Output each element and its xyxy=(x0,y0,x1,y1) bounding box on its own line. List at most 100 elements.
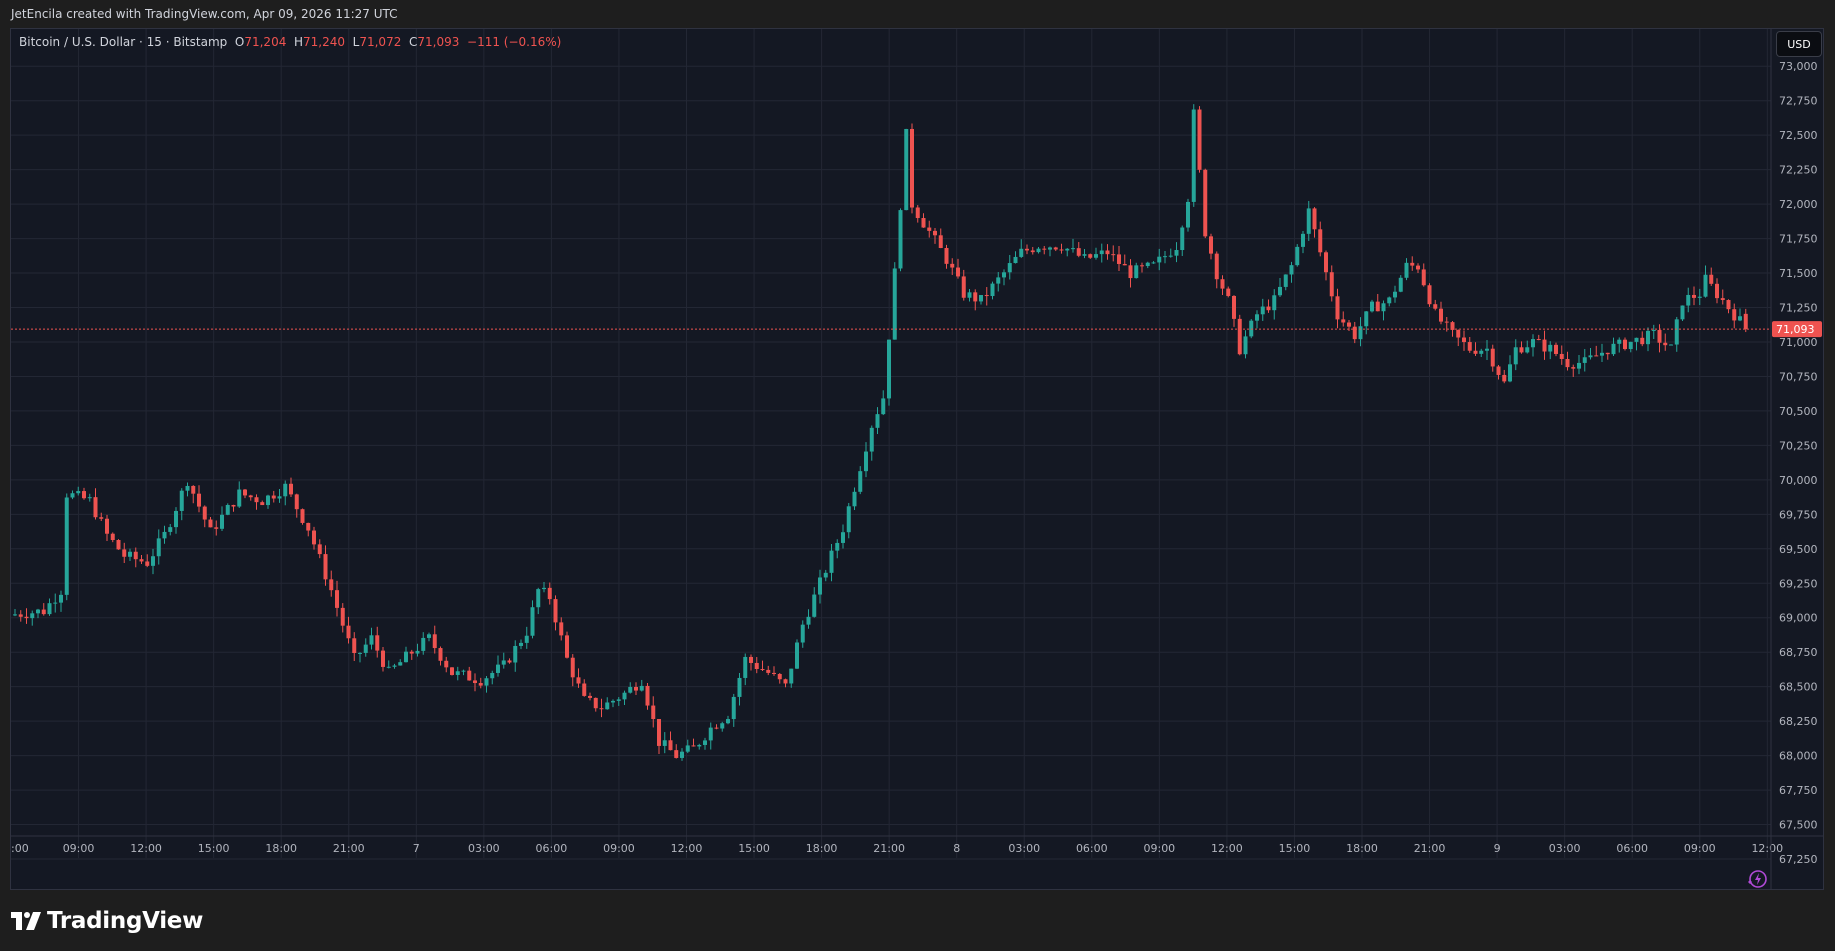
candle-body xyxy=(956,267,960,277)
candle-body xyxy=(1007,263,1012,273)
candle-body xyxy=(231,504,236,507)
candle-body xyxy=(1352,326,1357,340)
candle-body xyxy=(1393,291,1397,298)
candle-body xyxy=(36,609,40,614)
candle-body xyxy=(990,283,995,297)
candle-body xyxy=(944,248,949,264)
y-axis-tick-label: 70,750 xyxy=(1779,370,1818,383)
candle-body xyxy=(1577,362,1581,369)
candle-body xyxy=(1456,329,1461,338)
candle-body xyxy=(1163,256,1167,258)
candle-body xyxy=(703,740,707,745)
candle-body xyxy=(358,652,362,654)
x-axis-tick-label: 09:00 xyxy=(63,842,95,855)
y-axis-tick-label: 69,500 xyxy=(1779,543,1818,556)
candles xyxy=(13,104,1748,761)
candle-body xyxy=(340,607,345,626)
high-value: 71,240 xyxy=(303,35,346,49)
candle-body xyxy=(260,502,265,506)
candle-body xyxy=(1726,300,1731,310)
candle-body xyxy=(789,668,794,684)
candle-body xyxy=(82,491,86,499)
candle-body xyxy=(444,660,449,668)
candle-body xyxy=(616,699,621,701)
candle-body xyxy=(835,542,840,551)
candle-body xyxy=(536,589,541,608)
candle-body xyxy=(915,207,920,219)
x-axis-tick-label: 06:00 xyxy=(536,842,568,855)
candle-body xyxy=(818,577,822,595)
chart-area[interactable]: 67,250 67,500 67,750 68,000 68,250 68,500 68,7… xyxy=(10,28,1824,890)
candle-body xyxy=(312,530,316,545)
candle-body xyxy=(645,685,650,706)
candle-body xyxy=(714,727,719,729)
candle-body xyxy=(346,625,351,639)
close-value: 71,093 xyxy=(417,35,460,49)
brand-name: TradingView xyxy=(47,908,204,934)
x-axis-tick-label: 12:00 xyxy=(671,842,703,855)
currency-button[interactable]: USD xyxy=(1776,31,1822,57)
candle-body xyxy=(749,656,753,663)
candle-body xyxy=(777,673,782,680)
x-axis-tick-label: 21:00 xyxy=(873,842,905,855)
candle-body xyxy=(1536,339,1541,341)
candle-body xyxy=(329,579,334,591)
candle-body xyxy=(846,506,851,533)
tradingview-logo[interactable]: TradingView xyxy=(11,904,203,938)
x-axis-tick-label: 21:00 xyxy=(1414,842,1446,855)
candle-body xyxy=(599,708,604,710)
candle-body xyxy=(639,685,644,691)
candle-body xyxy=(1450,322,1455,330)
candle-body xyxy=(404,651,408,663)
candle-body xyxy=(484,678,489,686)
candle-body xyxy=(1140,265,1144,267)
candlestick-chart[interactable]: 67,250 67,500 67,750 68,000 68,250 68,500 68,7… xyxy=(11,29,1823,889)
y-axis-tick-label: 71,000 xyxy=(1779,336,1818,349)
candle-body xyxy=(105,518,109,534)
candle-body xyxy=(1444,321,1449,323)
candle-body xyxy=(841,532,845,543)
candle-body xyxy=(651,705,656,720)
spark-icon[interactable] xyxy=(1745,867,1769,889)
candle-body xyxy=(386,666,391,668)
candle-body xyxy=(605,702,610,710)
candle-body xyxy=(921,218,926,228)
candle-body xyxy=(559,622,564,636)
candle-body xyxy=(1496,366,1501,375)
candle-body xyxy=(248,495,253,498)
candle-body xyxy=(1048,247,1052,250)
candle-body xyxy=(415,650,420,654)
candle-body xyxy=(30,613,35,619)
candle-body xyxy=(823,572,828,578)
y-axis-tick-label: 70,500 xyxy=(1779,405,1818,418)
candle-body xyxy=(708,727,713,741)
candle-body xyxy=(691,745,696,747)
candle-body xyxy=(1416,265,1420,270)
candle-body xyxy=(1381,303,1386,312)
candle-body xyxy=(668,740,673,751)
grid-lines xyxy=(11,29,1771,860)
candle-body xyxy=(1168,255,1173,257)
x-axis-tick-label: 15:00 xyxy=(198,842,230,855)
candle-body xyxy=(622,692,627,700)
candle-body xyxy=(1738,316,1742,321)
candle-body xyxy=(547,587,552,600)
symbol-title[interactable]: Bitcoin / U.S. Dollar · 15 · Bitstamp xyxy=(19,35,228,49)
candle-body xyxy=(524,635,529,643)
candle-body xyxy=(1692,294,1696,298)
candle-body xyxy=(1065,248,1070,251)
candle-body xyxy=(743,656,748,678)
candle-body xyxy=(1720,298,1725,301)
candle-body xyxy=(593,697,598,709)
y-axis-tick-label: 68,750 xyxy=(1779,646,1818,659)
x-axis-tick-label: 18:00 xyxy=(1346,842,1378,855)
candle-body xyxy=(1358,326,1363,340)
candle-body xyxy=(174,510,178,528)
candle-body xyxy=(1013,256,1018,264)
candle-body xyxy=(565,635,569,658)
x-axis-tick-label: 09:00 xyxy=(1143,842,1175,855)
candle-body xyxy=(277,496,282,499)
x-axis-tick-label: 18:00 xyxy=(265,842,297,855)
candle-body xyxy=(1283,274,1288,287)
candle-body xyxy=(634,686,638,691)
